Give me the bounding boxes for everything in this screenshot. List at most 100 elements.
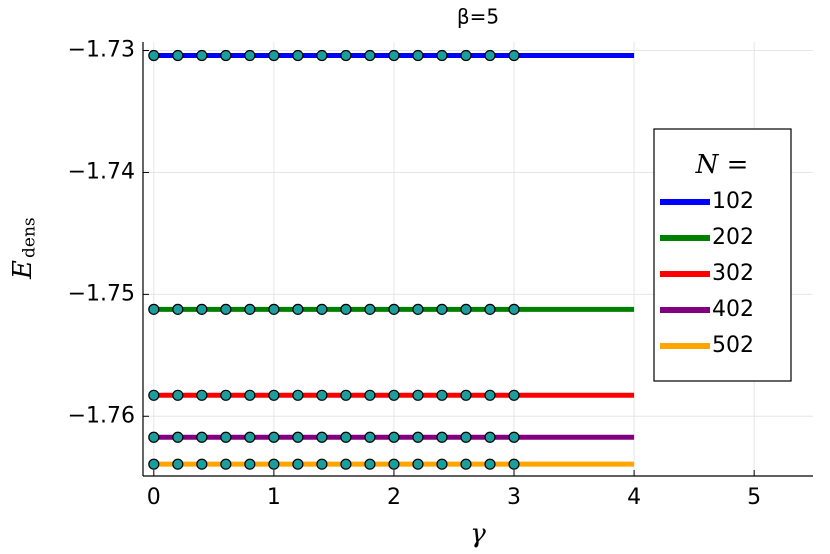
marker <box>292 303 304 315</box>
marker <box>316 389 328 401</box>
marker <box>388 389 400 401</box>
y-tick-label: −1.75 <box>68 281 135 306</box>
legend-label: 502 <box>712 333 754 358</box>
marker <box>364 431 376 443</box>
marker <box>436 458 448 470</box>
marker <box>412 431 424 443</box>
marker <box>316 303 328 315</box>
marker <box>148 389 160 401</box>
marker <box>460 458 472 470</box>
marker <box>220 458 232 470</box>
marker <box>268 431 280 443</box>
marker <box>172 389 184 401</box>
x-axis-label: γ <box>470 519 486 549</box>
x-tick-label: 1 <box>267 485 281 510</box>
marker <box>484 458 496 470</box>
legend-label: 202 <box>712 225 754 250</box>
marker <box>172 431 184 443</box>
marker <box>508 458 520 470</box>
marker <box>268 458 280 470</box>
marker <box>340 389 352 401</box>
marker <box>508 431 520 443</box>
marker <box>316 458 328 470</box>
marker <box>268 389 280 401</box>
marker <box>148 431 160 443</box>
marker <box>268 49 280 62</box>
marker <box>508 303 520 315</box>
marker <box>292 431 304 443</box>
marker <box>220 303 232 315</box>
marker <box>484 49 496 62</box>
marker <box>436 49 448 62</box>
marker <box>436 431 448 443</box>
marker <box>436 303 448 315</box>
marker <box>364 303 376 315</box>
marker <box>196 458 208 470</box>
marker <box>460 303 472 315</box>
marker <box>388 49 400 62</box>
marker <box>244 303 256 315</box>
marker <box>172 303 184 315</box>
marker <box>340 303 352 315</box>
marker <box>436 389 448 401</box>
marker <box>220 49 232 62</box>
marker <box>244 431 256 443</box>
marker <box>412 49 424 62</box>
marker <box>316 431 328 443</box>
marker <box>412 303 424 315</box>
y-tick-label: −1.74 <box>68 159 135 184</box>
marker <box>172 458 184 470</box>
marker <box>388 303 400 315</box>
legend-label: 302 <box>712 261 754 286</box>
legend-box <box>653 128 792 382</box>
marker <box>484 303 496 315</box>
marker <box>196 49 208 62</box>
x-tick-label: 3 <box>507 485 521 510</box>
legend: N = 102 202 302 402 502 <box>653 128 792 382</box>
marker <box>484 431 496 443</box>
marker <box>412 458 424 470</box>
marker <box>172 49 184 62</box>
marker <box>340 431 352 443</box>
marker <box>388 458 400 470</box>
y-axis-label: E dens <box>8 217 40 280</box>
marker <box>316 49 328 62</box>
marker <box>412 389 424 401</box>
marker <box>244 49 256 62</box>
marker <box>148 49 160 62</box>
marker <box>388 431 400 443</box>
legend-label: 402 <box>712 297 754 322</box>
marker <box>148 458 160 470</box>
chart-title: β=5 <box>457 5 499 29</box>
marker <box>220 431 232 443</box>
marker <box>340 458 352 470</box>
marker <box>148 303 160 315</box>
marker <box>268 303 280 315</box>
marker <box>364 49 376 62</box>
marker <box>364 458 376 470</box>
marker <box>460 431 472 443</box>
y-axis-label-sub: dens <box>20 217 40 258</box>
marker <box>484 389 496 401</box>
marker <box>196 431 208 443</box>
marker <box>340 49 352 62</box>
y-tick-label: −1.76 <box>68 403 135 428</box>
x-tick-label: 4 <box>627 485 641 510</box>
y-axis-label-main: E <box>8 260 38 280</box>
marker <box>196 303 208 315</box>
marker <box>508 49 520 62</box>
marker <box>292 458 304 470</box>
marker <box>244 389 256 401</box>
marker <box>292 49 304 62</box>
marker <box>292 389 304 401</box>
legend-label: 102 <box>712 189 754 214</box>
marker <box>364 389 376 401</box>
x-tick-label: 5 <box>747 485 761 510</box>
marker <box>196 389 208 401</box>
marker <box>508 389 520 401</box>
marker <box>220 389 232 401</box>
marker <box>244 458 256 470</box>
x-tick-label: 0 <box>147 485 161 510</box>
